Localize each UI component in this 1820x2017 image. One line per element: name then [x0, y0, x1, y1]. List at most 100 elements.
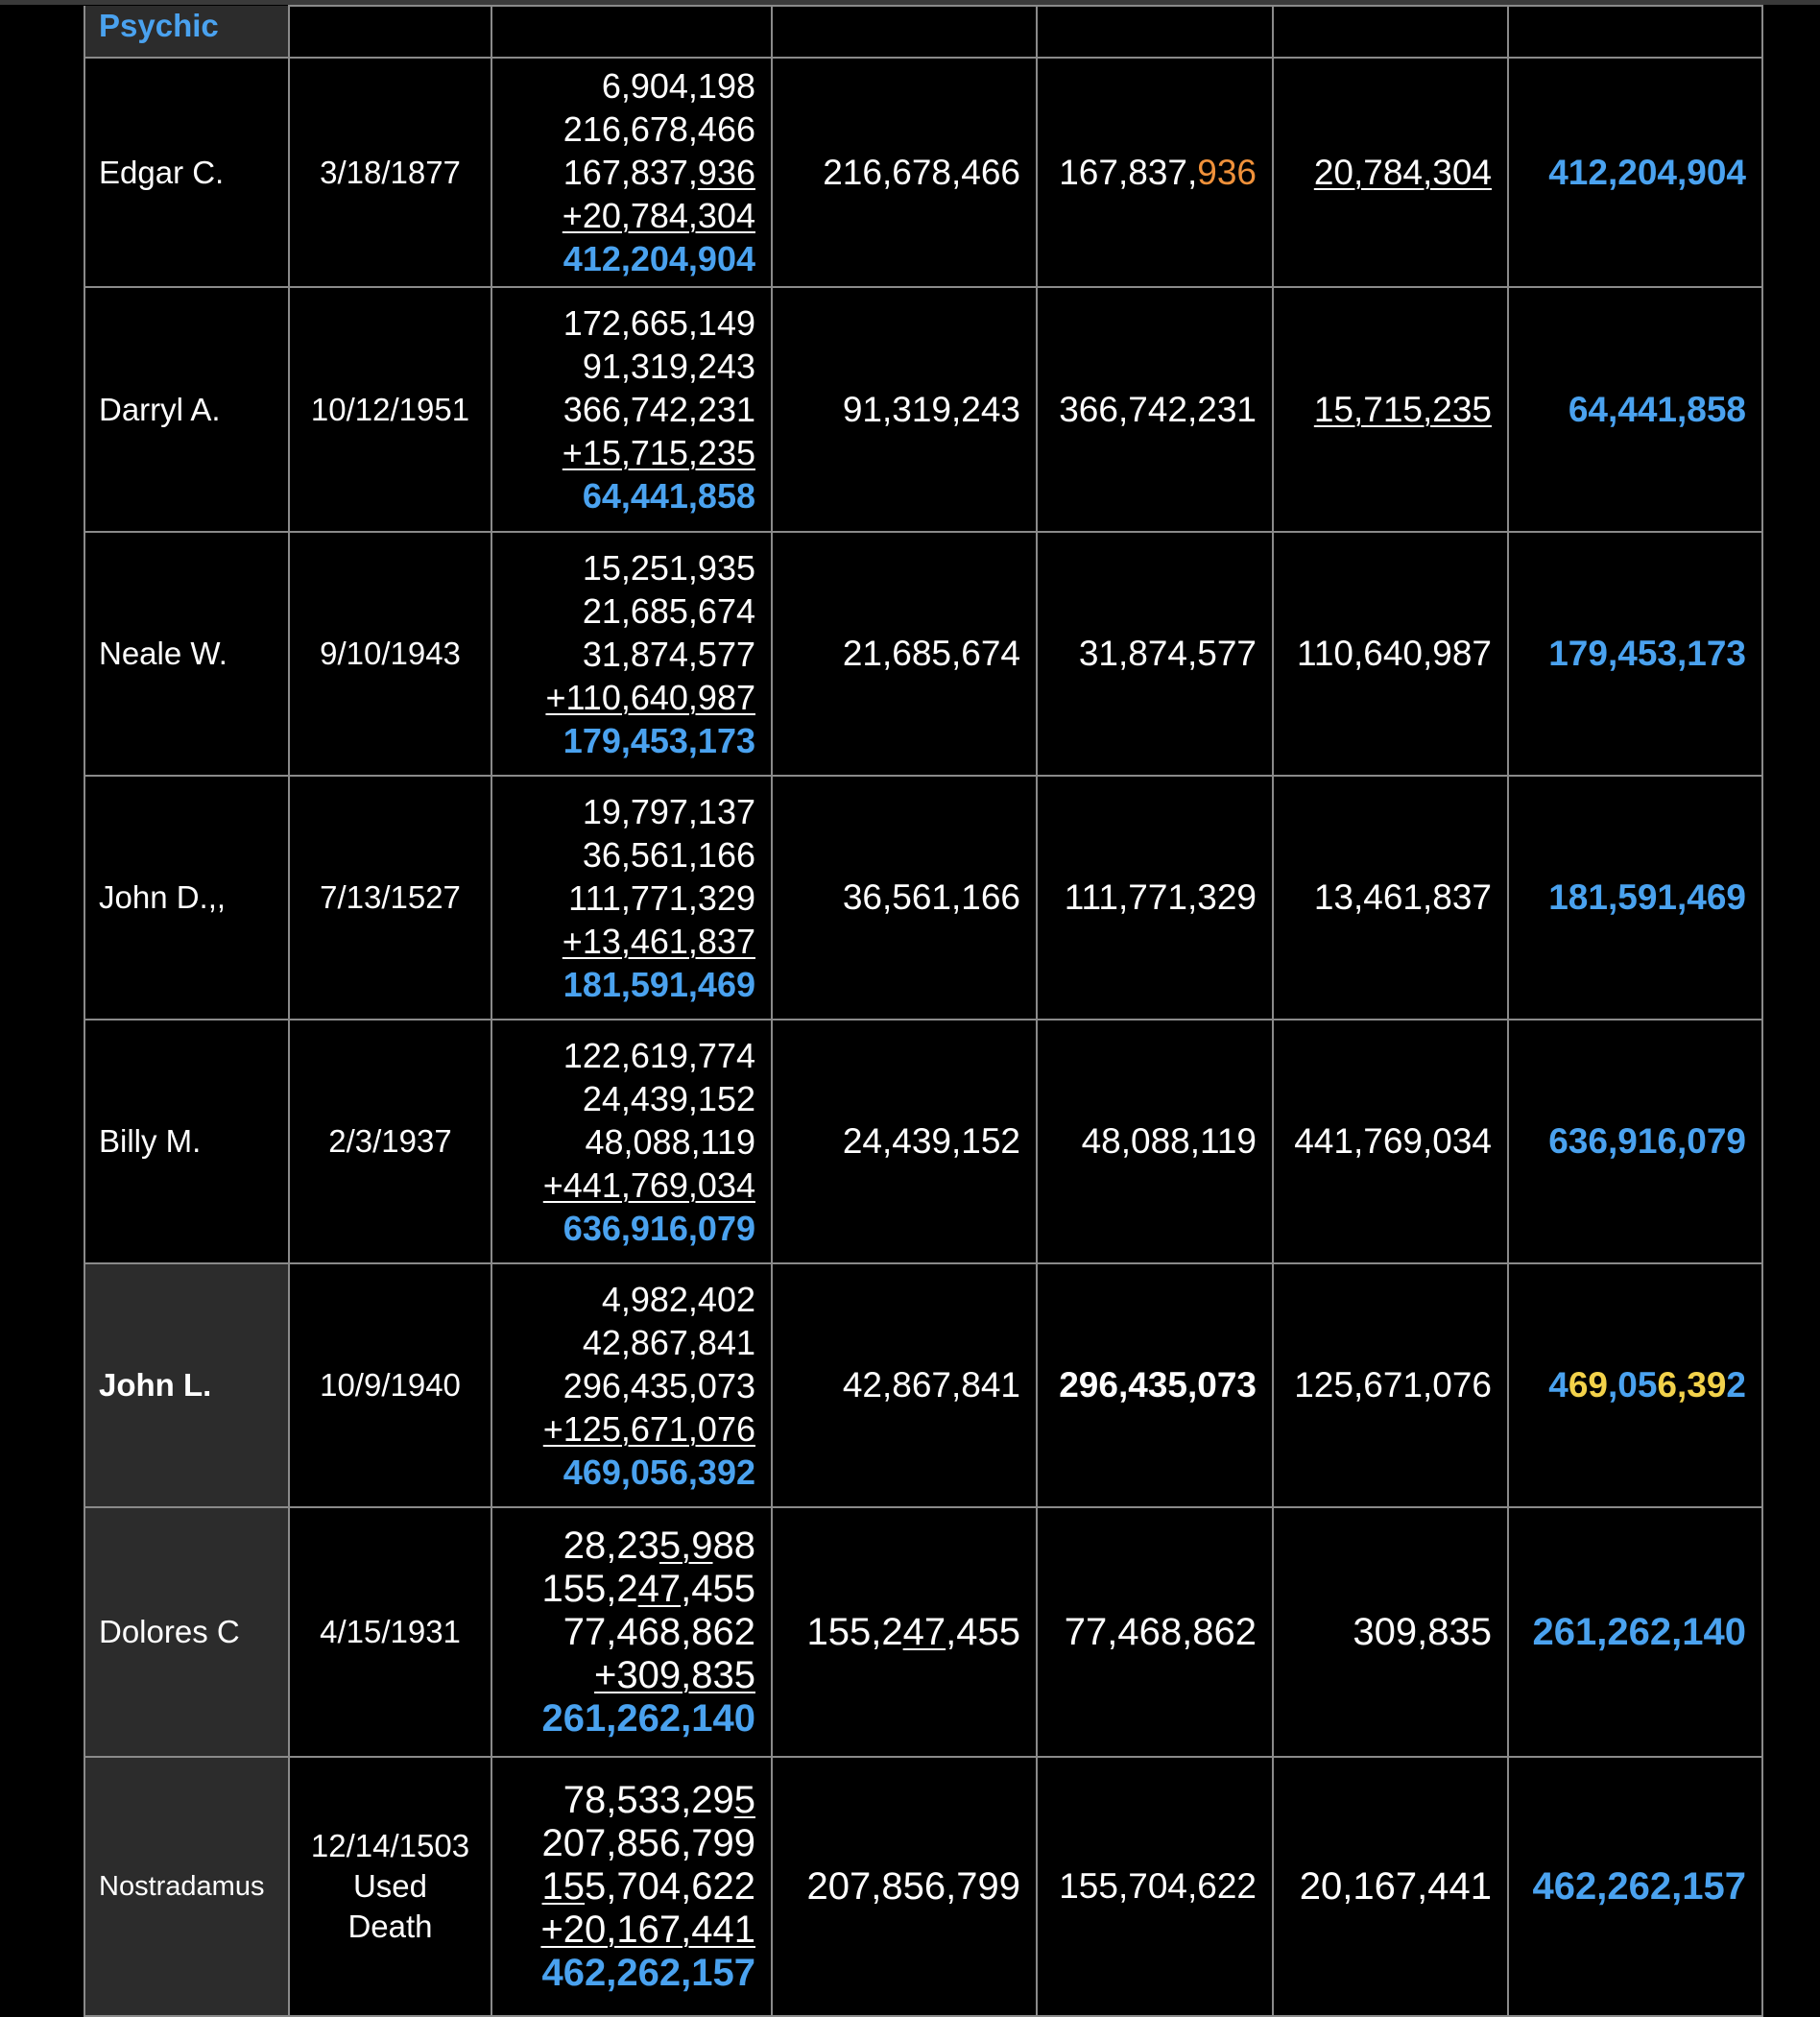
value-cell: 309,835 — [1272, 1506, 1509, 1758]
stack-line: 366,742,231 — [563, 390, 755, 429]
stack-line: 28,235,988 — [563, 1524, 755, 1567]
stack-addend: +20,167,441 — [540, 1908, 755, 1951]
header-cell — [491, 5, 773, 59]
table-row: Neale W. 9/10/1943 15,251,935 21,685,674… — [84, 531, 1763, 777]
total-part: 2 — [1726, 1365, 1746, 1405]
table-row: John L. 10/9/1940 4,982,402 42,867,841 2… — [84, 1262, 1763, 1508]
header-cell — [1507, 5, 1763, 59]
sum-stack: 122,619,774 24,439,152 48,088,119 +441,7… — [491, 1019, 773, 1264]
total-part: 4 — [1548, 1365, 1569, 1405]
sum-stack: 15,251,935 21,685,674 31,874,577 +110,64… — [491, 531, 773, 777]
value-cell: 31,874,577 — [1036, 531, 1274, 777]
total-part-highlight: 6,39 — [1657, 1365, 1727, 1405]
stack-line: 122,619,774 — [563, 1035, 755, 1075]
table-row: Darryl A. 10/12/1951 172,665,149 91,319,… — [84, 286, 1763, 533]
stack-line: 19,797,137 — [582, 791, 755, 831]
stack-addend: +441,769,034 — [542, 1165, 755, 1205]
total-cell: 181,591,469 — [1507, 775, 1763, 1021]
date-line: 12/14/1503 — [310, 1828, 470, 1863]
value-cell: 91,319,243 — [771, 286, 1038, 533]
table-row: Nostradamus 12/14/1503 Used Death 78,533… — [84, 1756, 1763, 2017]
total-cell: 412,204,904 — [1507, 57, 1763, 288]
stack-line: 31,874,577 — [582, 634, 755, 674]
value-cell: 42,867,841 — [771, 1262, 1038, 1508]
value-cell: 167,837,936 — [1036, 57, 1274, 288]
underlined-value: 15,715,235 — [1313, 389, 1492, 429]
value-cell: 296,435,073 — [1036, 1262, 1274, 1508]
header-cell — [288, 5, 492, 59]
table-row: Billy M. 2/3/1937 122,619,774 24,439,152… — [84, 1019, 1763, 1264]
value-prefix: 167,837, — [1059, 152, 1198, 192]
stack-line: 48,088,119 — [585, 1121, 755, 1162]
value-cell: 155,247,455 — [771, 1506, 1038, 1758]
stack-line: 155,704,622 — [541, 1864, 755, 1908]
birth-date: 12/14/1503 Used Death — [288, 1756, 492, 2017]
stack-line: 42,867,841 — [582, 1322, 755, 1362]
date-note: Used — [352, 1868, 428, 1904]
stack-total: 181,591,469 — [563, 964, 755, 1004]
stack-line: 91,319,243 — [582, 347, 755, 386]
stack-line: 172,665,149 — [563, 303, 755, 343]
stack-addend: +309,835 — [594, 1653, 755, 1696]
date-note: Death — [347, 1909, 433, 1944]
table-row: Edgar C. 3/18/1877 6,904,198 216,678,466… — [84, 57, 1763, 288]
value-cell: 110,640,987 — [1272, 531, 1509, 777]
total-cell: 64,441,858 — [1507, 286, 1763, 533]
window-top-border — [0, 0, 1820, 5]
birth-date: 3/18/1877 — [288, 57, 492, 288]
sum-stack: 4,982,402 42,867,841 296,435,073 +125,67… — [491, 1262, 773, 1508]
value-cell: 24,439,152 — [771, 1019, 1038, 1264]
person-name: Darryl A. — [84, 286, 290, 533]
underlined-value: 20,784,304 — [1313, 152, 1492, 192]
stack-line: 167,837,936 — [563, 153, 755, 192]
stack-total: 636,916,079 — [563, 1208, 755, 1248]
header-cell — [771, 5, 1038, 59]
sum-stack: 172,665,149 91,319,243 366,742,231 +15,7… — [491, 286, 773, 533]
header-cell — [1272, 5, 1509, 59]
value-cell: 125,671,076 — [1272, 1262, 1509, 1508]
birth-date: 9/10/1943 — [288, 531, 492, 777]
stack-line: 155,247,455 — [541, 1567, 755, 1610]
stack-line: 111,771,329 — [568, 877, 755, 918]
value-cell: 20,167,441 — [1272, 1756, 1509, 2017]
stack-addend: +110,640,987 — [545, 677, 755, 717]
stack-total: 261,262,140 — [541, 1696, 755, 1740]
stack-total: 469,056,392 — [563, 1452, 755, 1492]
value-cell: 20,784,304 — [1272, 57, 1509, 288]
value-cell: 155,704,622 — [1036, 1756, 1274, 2017]
stack-line: 6,904,198 — [601, 66, 755, 106]
value-cell: 13,461,837 — [1272, 775, 1509, 1021]
table-row: Dolores C 4/15/1931 28,235,988 155,247,4… — [84, 1506, 1763, 1758]
stack-line: 207,856,799 — [541, 1821, 755, 1864]
table-header-row: Psychic — [84, 5, 1763, 59]
value-cell: 48,088,119 — [1036, 1019, 1274, 1264]
stack-total: 179,453,173 — [563, 720, 755, 760]
value-cell: 36,561,166 — [771, 775, 1038, 1021]
stack-line: 4,982,402 — [601, 1279, 755, 1319]
stack-line: 15,251,935 — [582, 547, 755, 588]
stack-line: 216,678,466 — [563, 109, 755, 149]
category-label: Psychic — [99, 8, 219, 43]
sum-stack: 78,533,295 207,856,799 155,704,622 +20,1… — [491, 1756, 773, 2017]
psychic-numbers-table: Psychic Edgar C. 3/18/1877 6,904,198 216… — [84, 5, 1763, 2017]
value-cell: 21,685,674 — [771, 531, 1038, 777]
value-cell: 15,715,235 — [1272, 286, 1509, 533]
stack-line: 24,439,152 — [582, 1078, 755, 1118]
stack-addend: +13,461,837 — [562, 921, 755, 961]
value-cell: 216,678,466 — [771, 57, 1038, 288]
birth-date: 10/9/1940 — [288, 1262, 492, 1508]
value-cell: 207,856,799 — [771, 1756, 1038, 2017]
birth-date: 2/3/1937 — [288, 1019, 492, 1264]
stack-total: 64,441,858 — [582, 476, 755, 516]
total-part-highlight: 69 — [1568, 1365, 1608, 1405]
person-name: Nostradamus — [84, 1756, 290, 2017]
total-cell: 636,916,079 — [1507, 1019, 1763, 1264]
value-cell: 111,771,329 — [1036, 775, 1274, 1021]
value-cell: 366,742,231 — [1036, 286, 1274, 533]
person-name: Edgar C. — [84, 57, 290, 288]
person-name: John L. — [84, 1262, 290, 1508]
stack-line: 78,533,295 — [563, 1778, 755, 1821]
person-name: John D.,, — [84, 775, 290, 1021]
sum-stack: 19,797,137 36,561,166 111,771,329 +13,46… — [491, 775, 773, 1021]
total-part: ,05 — [1607, 1365, 1658, 1405]
